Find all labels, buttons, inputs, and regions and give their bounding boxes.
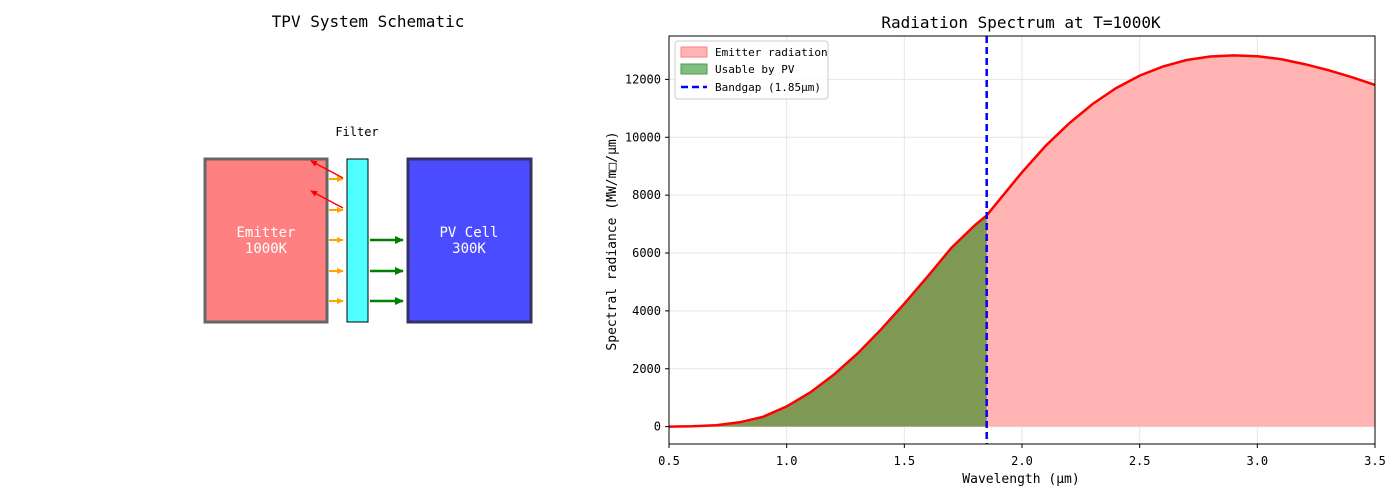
pv-cell-box — [406, 157, 533, 324]
reflected-arrows — [310, 160, 344, 209]
filter-bar — [346, 158, 369, 323]
emitter-temperature: 1000K — [245, 241, 288, 257]
reflected-arrow — [310, 190, 344, 209]
emitter-name: Emitter — [236, 225, 295, 241]
x-tick-label: 0.5 — [658, 454, 680, 468]
x-tick-label: 1.5 — [893, 454, 915, 468]
legend: Emitter radiation Usable by PV Bandgap (… — [674, 40, 829, 100]
chart-title: Radiation Spectrum at T=1000K — [881, 13, 1161, 32]
y-tick-label: 2000 — [632, 362, 661, 376]
schematic-title: TPV System Schematic — [272, 12, 465, 31]
legend-swatch-usable — [680, 63, 708, 75]
x-tick-label: 3.5 — [1364, 454, 1386, 468]
emitter-box — [203, 157, 329, 324]
x-tick-label: 2.5 — [1129, 454, 1151, 468]
pv-cell-name: PV Cell — [439, 225, 498, 241]
y-axis-ticks: 0 2000 4000 6000 8000 10000 12000 — [625, 72, 669, 434]
x-axis-ticks: 0.5 1.0 1.5 2.0 2.5 3.0 3.5 — [658, 444, 1386, 468]
y-tick-label: 6000 — [632, 246, 661, 260]
usable-by-pv-area — [669, 215, 987, 427]
y-axis-label: Spectral radiance (MW/m□/μm) — [605, 131, 620, 350]
x-tick-label: 3.0 — [1246, 454, 1268, 468]
emitter-radiation-curve — [668, 54, 1376, 428]
schematic-panel: TPV System Schematic Filter Emitter 1000… — [203, 12, 533, 324]
reflected-arrow — [310, 160, 344, 179]
y-tick-label: 12000 — [625, 72, 661, 86]
emitter-radiation-area — [669, 55, 1375, 427]
legend-label-usable: Usable by PV — [715, 63, 795, 76]
incoming-arrows — [329, 176, 344, 304]
y-tick-label: 0 — [654, 420, 661, 434]
y-tick-label: 8000 — [632, 188, 661, 202]
legend-label-emitter: Emitter radiation — [715, 46, 828, 59]
x-tick-label: 2.0 — [1011, 454, 1033, 468]
x-axis-label: Wavelength (μm) — [962, 472, 1079, 487]
x-tick-label: 1.0 — [776, 454, 798, 468]
filter-label: Filter — [335, 125, 378, 139]
y-tick-label: 10000 — [625, 130, 661, 144]
transmitted-arrows — [370, 236, 404, 305]
spectrum-chart: Radiation Spectrum at T=1000K 0.5 1.0 1.5 2… — [605, 13, 1386, 487]
legend-swatch-emitter — [680, 46, 708, 58]
legend-frame — [674, 40, 829, 100]
pv-cell-temperature: 300K — [452, 241, 486, 257]
y-tick-label: 4000 — [632, 304, 661, 318]
legend-label-bandgap: Bandgap (1.85μm) — [715, 81, 821, 94]
